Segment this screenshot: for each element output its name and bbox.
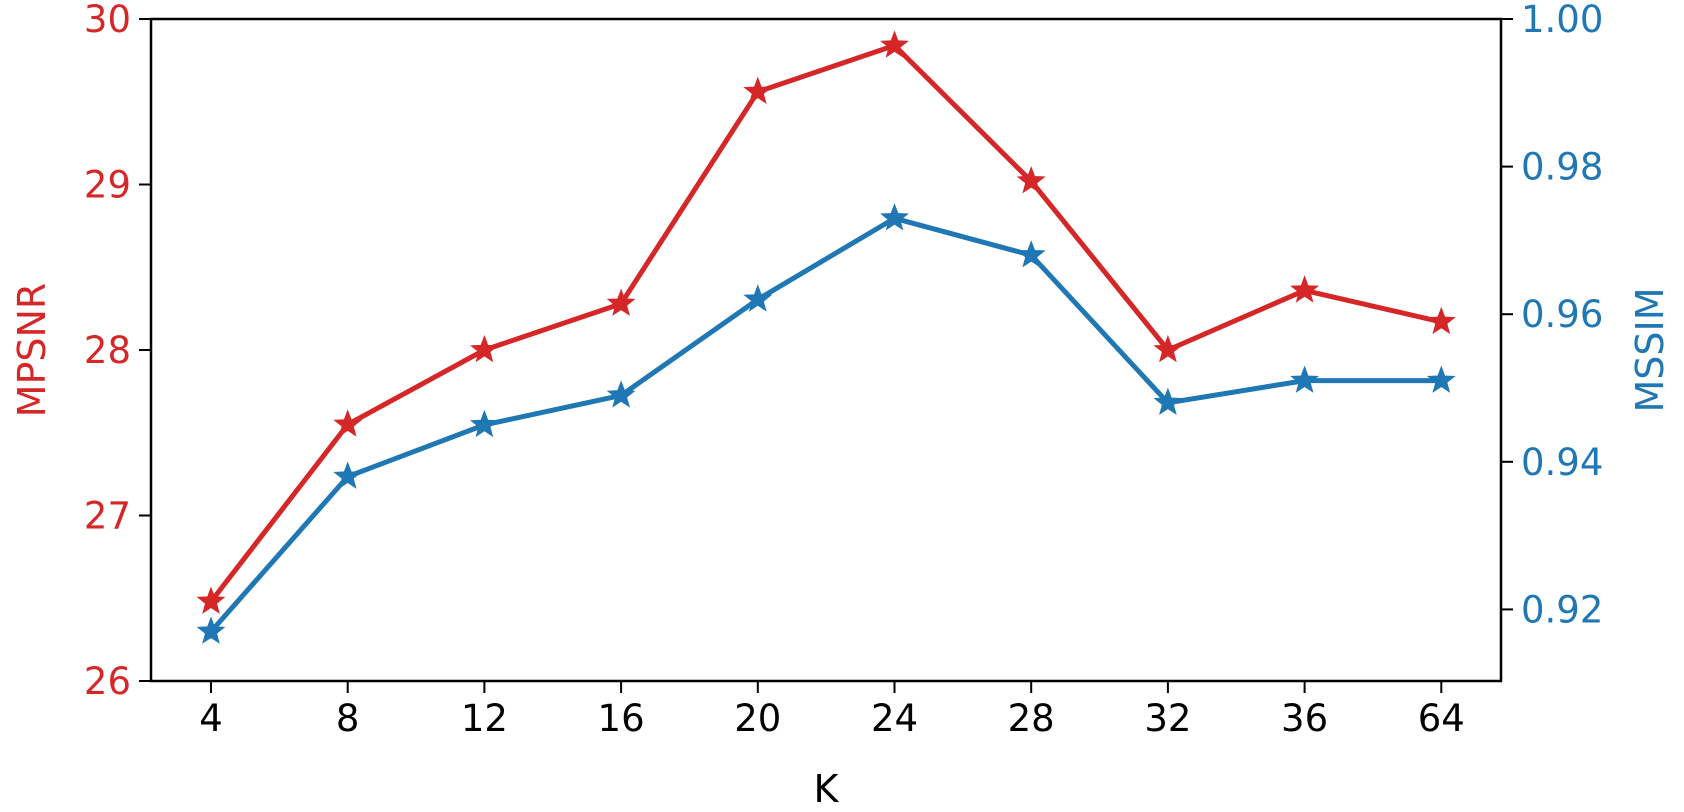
y-right-tick-label: 0.92	[1521, 588, 1603, 631]
mssim-point	[1290, 365, 1320, 393]
x-tick-label: 8	[336, 697, 360, 740]
mssim-point	[880, 203, 909, 231]
x-tick-label: 12	[461, 697, 508, 740]
mssim-point	[743, 284, 773, 312]
mpsnr-point	[1016, 166, 1046, 194]
x-tick-label: 64	[1418, 697, 1465, 740]
x-tick-label: 36	[1281, 697, 1328, 740]
mpsnr-point	[743, 76, 773, 105]
y-axis-right-title: MSSIM	[1628, 287, 1672, 412]
mpsnr-point	[469, 334, 499, 363]
mpsnr-point	[606, 288, 636, 316]
y-right-tick-label: 0.98	[1521, 146, 1603, 189]
mpsnr-point	[196, 586, 226, 614]
mpsnr-point	[333, 409, 363, 437]
mssim-point	[1016, 240, 1046, 268]
mssim-point	[333, 461, 363, 489]
y-left-tick-label: 28	[84, 329, 131, 372]
y-right-tick-label: 0.96	[1521, 293, 1603, 336]
y-left-tick-label: 27	[84, 495, 131, 538]
x-tick-label: 20	[734, 697, 781, 740]
x-tick-label: 24	[871, 697, 918, 740]
y-left-tick-label: 30	[84, 0, 131, 41]
mssim-point	[469, 409, 499, 438]
x-tick-label: 4	[199, 697, 223, 740]
y-axis-left-title: MPSNR	[10, 283, 54, 418]
y-left-tick-label: 26	[84, 660, 131, 703]
mssim-point	[196, 616, 226, 644]
mssim-point	[1426, 365, 1456, 393]
mpsnr-point	[1290, 275, 1320, 303]
mssim-series-line	[209, 215, 1442, 634]
plot-marks	[196, 30, 1456, 644]
mpsnr-series-line	[209, 43, 1442, 604]
y-right-tick-label: 1.00	[1521, 0, 1603, 41]
mpsnr-point	[1426, 306, 1456, 335]
x-axis-title: K	[814, 767, 840, 811]
y-right-tick-label: 0.94	[1521, 441, 1603, 484]
mssim-point	[606, 380, 636, 408]
mpsnr-point	[880, 30, 909, 58]
mssim-point	[1153, 387, 1183, 416]
x-tick-label: 28	[1008, 697, 1055, 740]
x-tick-label: 16	[598, 697, 645, 740]
y-left-tick-label: 29	[84, 164, 131, 207]
x-tick-label: 32	[1144, 697, 1191, 740]
mpsnr-point	[1153, 334, 1183, 363]
axes: 4 8 12 16 20 24 28 32 36 64 26 27 28 29 30 0.92 0.94 0.96…	[84, 0, 1603, 740]
plot-frame	[149, 17, 1503, 683]
